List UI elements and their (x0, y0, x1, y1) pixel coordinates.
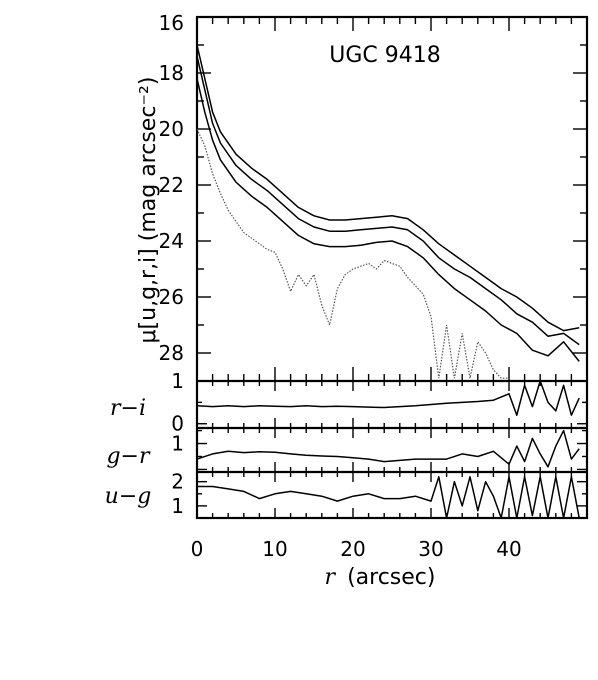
chart-title: UGC 9418 (329, 43, 441, 68)
r-i-panel-label: r−i (110, 396, 146, 421)
axis-ticks (196, 16, 588, 518)
profile-i-line (196, 44, 580, 332)
x-tick-label: 20 (340, 537, 365, 561)
profile-g-line (196, 78, 580, 362)
y-tick-label: 28 (159, 341, 184, 365)
x-tick-label: 30 (418, 537, 443, 561)
x-tick-label: 0 (191, 537, 204, 561)
data-curves (196, 44, 580, 519)
x-axis-label: r (arcsec) (325, 565, 436, 590)
x-tick-label: 10 (262, 537, 287, 561)
color-u-g-line (197, 476, 580, 519)
y-tick-label: 20 (159, 117, 184, 141)
y-tick-label: 26 (159, 285, 184, 309)
y-tick-label: 1 (171, 369, 184, 393)
y-tick-label: 22 (159, 173, 184, 197)
y-tick-label: 18 (159, 61, 184, 85)
color-g-r-line (196, 429, 580, 468)
x-axis-variable: r (325, 565, 337, 590)
u-g-panel-label: u−g (105, 484, 152, 509)
color-r-i-line (196, 380, 580, 416)
plot-frame (195, 15, 589, 520)
y-tick-label: 0 (171, 412, 184, 436)
y-tick-label: 24 (159, 229, 184, 253)
y-axis-label: μ[u,g,r,i] (mag arcsec⁻²) (136, 77, 161, 344)
profile-r-line (196, 56, 580, 346)
x-tick-label: 40 (496, 537, 521, 561)
y-tick-label: 1 (171, 432, 184, 456)
profile-u-line (196, 128, 509, 379)
g-r-panel-label: g−r (106, 444, 151, 469)
y-tick-label: 2 (171, 470, 184, 494)
y-tick-label: 16 (159, 11, 184, 35)
y-tick-label: 1 (171, 494, 184, 518)
panel-frames (195, 15, 589, 520)
x-axis-unit: (arcsec) (347, 565, 435, 590)
